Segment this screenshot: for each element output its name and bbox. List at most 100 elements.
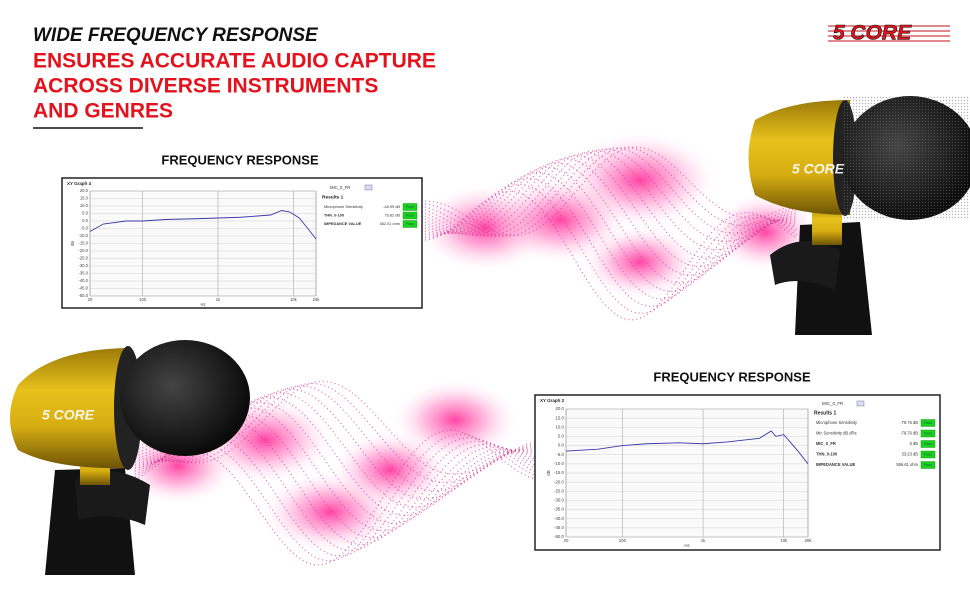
status-text: Pass [406, 205, 414, 209]
y-tick-label: -45.0 [554, 525, 565, 530]
result-label: IMPEDANCE VALUE [324, 221, 362, 226]
results-title: Results 1 [322, 194, 344, 200]
y-tick-label: -40.0 [78, 278, 88, 283]
results-title: Results 1 [814, 410, 836, 416]
wave-dots [424, 158, 798, 276]
y-tick-label: -50.0 [78, 293, 88, 298]
y-tick-label: -45.0 [78, 286, 88, 291]
wave-dots [424, 162, 798, 284]
result-label: IMPEDANCE VALUE [816, 462, 856, 467]
y-tick-label: 20.0 [555, 406, 564, 411]
y-tick-label: -50.0 [554, 534, 565, 539]
x-tick-label: 10k [780, 538, 788, 543]
graph-panel: FREQUENCY RESPONSE XY Graph 2 20.0 15.0 10.0… [534, 369, 941, 551]
wave-dots [424, 148, 798, 243]
result-label: Microphone Sensitivity [816, 420, 858, 425]
x-axis-label: Hz [684, 543, 689, 548]
mic-brand: 5 CORE [792, 161, 845, 177]
y-tick-label: -10.0 [554, 461, 565, 466]
glow [330, 430, 450, 510]
status-badge [920, 440, 936, 448]
wave-dots [134, 413, 540, 539]
header-line: AND GENRES [33, 100, 173, 123]
x-tick-label: 100 [619, 538, 627, 543]
legend-icon [856, 400, 865, 407]
status-text: Pass [924, 442, 932, 446]
y-tick-label: -30.0 [78, 263, 88, 268]
x-tick-label: 10k [290, 297, 298, 302]
microphone: 5 CORE [748, 96, 970, 335]
status-text: Pass [924, 463, 932, 467]
status-badge [402, 211, 418, 220]
y-tick-label: 5.0 [82, 211, 88, 216]
mic-brand: 5 CORE [42, 407, 95, 423]
graph-panel: FREQUENCY RESPONSE XY Graph 4 20.0 15.0 10.0… [61, 152, 423, 309]
wave-dots [134, 396, 540, 516]
x-tick-label: 100 [139, 297, 147, 302]
y-tick-label: 0.0 [82, 218, 88, 223]
status-badge [920, 461, 936, 469]
result-label: Microphone Sensitivity [324, 204, 363, 209]
wave-dots [424, 166, 798, 292]
legend-entry: MIC_0_FR [822, 401, 843, 406]
legend-entry: MIC_0_FR [330, 185, 350, 190]
wave-dots [134, 429, 540, 566]
status-badge [920, 429, 936, 438]
result-label: MIC_0_FR [816, 441, 836, 446]
microphone: 5 CORE [10, 340, 250, 575]
y-tick-label: -10.0 [78, 233, 88, 238]
y-tick-label: 5.0 [558, 434, 565, 439]
logo: 5 CORE [828, 21, 950, 45]
status-badge [920, 450, 936, 459]
result-value: -48.99 dB [383, 204, 400, 209]
x-tick-label: 20k [804, 538, 812, 543]
logo-text: 5 CORE [833, 22, 912, 45]
result-value: 382.01 ohm [379, 221, 400, 226]
x-tick-label: 20k [313, 297, 321, 302]
status-text: Pass [406, 213, 414, 217]
y-axis-label: dB [546, 470, 551, 475]
graphs: FREQUENCY RESPONSE XY Graph 4 20.0 15.0 10.0… [61, 152, 941, 551]
y-tick-label: -5.0 [81, 226, 89, 231]
legend-icon [364, 184, 373, 191]
graph-heading: FREQUENCY RESPONSE [653, 369, 811, 384]
y-axis-label: dB [70, 241, 75, 246]
result-label: Mic Sensitivity dB dPa [816, 431, 857, 436]
wave-dots [134, 401, 540, 524]
graph-title: XY Graph 4 [67, 181, 92, 186]
result-label: THN_0-100 [816, 452, 838, 457]
y-tick-label: 10.0 [80, 203, 89, 208]
status-badge [402, 203, 418, 211]
x-tick-label: 20 [564, 538, 569, 543]
y-tick-label: -35.0 [554, 507, 565, 512]
y-tick-label: -25.0 [78, 256, 88, 261]
y-tick-label: -30.0 [554, 498, 565, 503]
header-line: ENSURES ACCURATE AUDIO CAPTURE [33, 50, 436, 73]
result-value: 33.23 dB [902, 452, 919, 457]
result-value: -79.76 dB [900, 431, 918, 436]
y-tick-label: -20.0 [78, 248, 88, 253]
wave-dots [134, 434, 540, 557]
status-badge [920, 419, 936, 427]
status-text: Pass [924, 452, 932, 456]
wave-dots [424, 146, 798, 237]
wave-dots [424, 177, 798, 307]
y-tick-label: 10.0 [555, 424, 564, 429]
result-label: THN_0-100 [324, 213, 344, 218]
wave-dots [424, 190, 798, 321]
result-value: 556.61 ohm [896, 462, 918, 467]
result-value: 0 dB [910, 441, 919, 446]
y-tick-label: 15.0 [80, 196, 89, 201]
response-curve [565, 430, 809, 465]
wave-dots [424, 171, 798, 300]
x-axis-label: Hz [200, 302, 205, 307]
x-tick-label: 20 [88, 297, 93, 302]
status-text: Pass [924, 421, 932, 425]
x-tick-label: 1k [701, 538, 706, 543]
graph-heading: FREQUENCY RESPONSE [161, 152, 319, 167]
status-text: Pass [406, 222, 414, 226]
result-value: 76.82 dB [384, 213, 400, 218]
graph-title: XY Graph 2 [540, 398, 565, 403]
y-tick-label: 20.0 [80, 188, 89, 193]
